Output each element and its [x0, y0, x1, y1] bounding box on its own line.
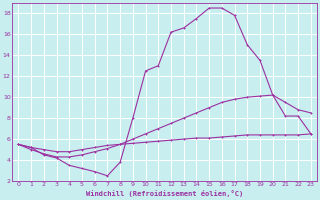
X-axis label: Windchill (Refroidissement éolien,°C): Windchill (Refroidissement éolien,°C): [86, 190, 243, 197]
